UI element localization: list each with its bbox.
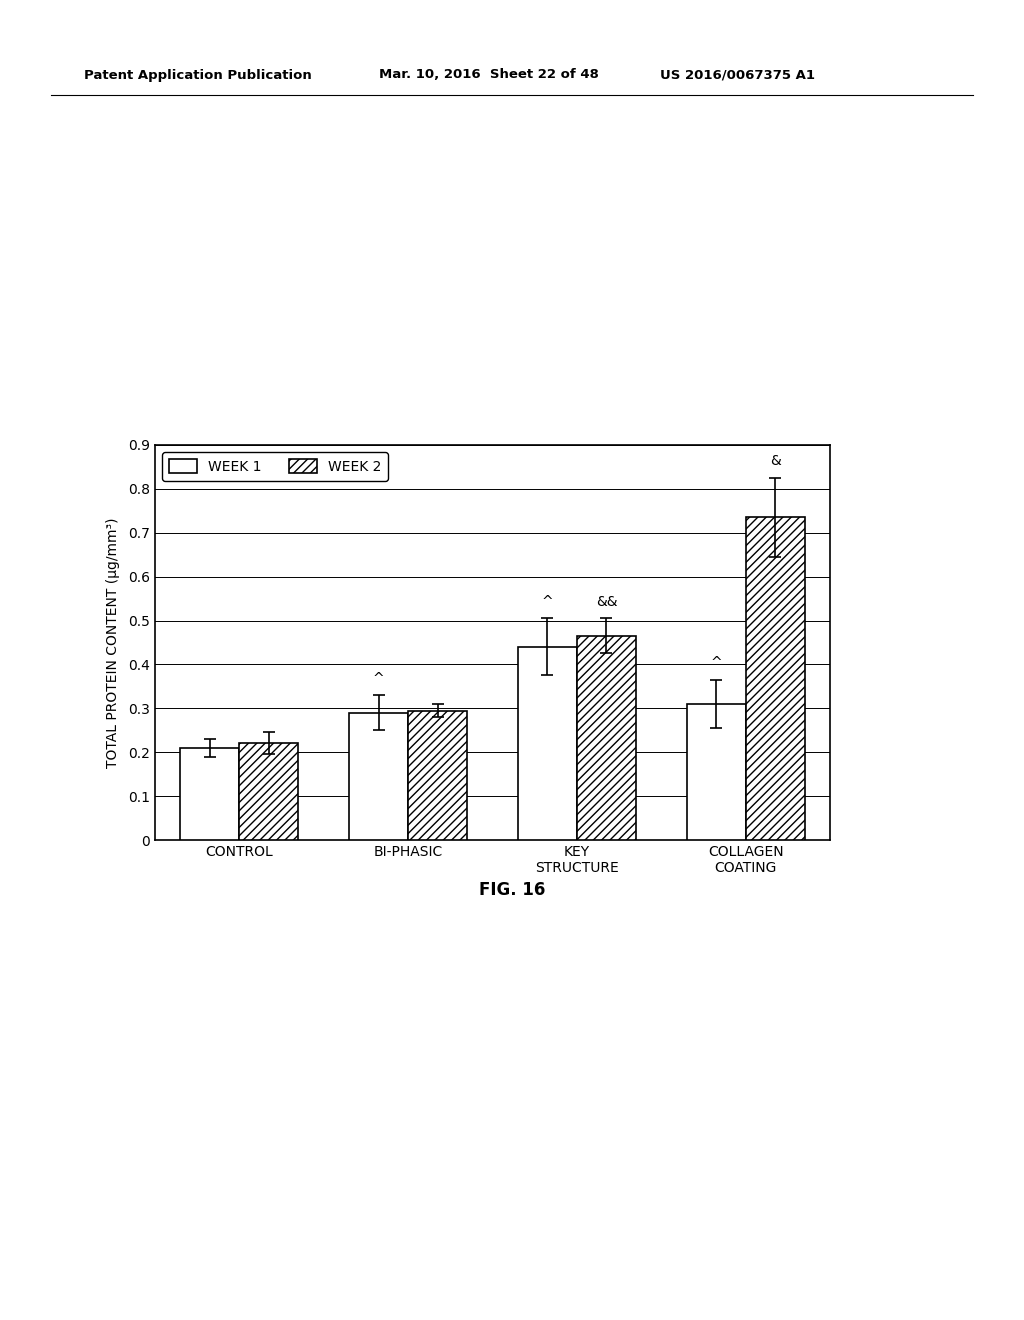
Legend: WEEK 1, WEEK 2: WEEK 1, WEEK 2 <box>162 451 388 480</box>
Text: US 2016/0067375 A1: US 2016/0067375 A1 <box>660 69 815 82</box>
Text: &&: && <box>596 595 617 609</box>
Text: ^: ^ <box>373 672 384 685</box>
Bar <box>240 743 298 840</box>
Bar <box>409 710 467 840</box>
Bar <box>180 748 240 840</box>
Bar <box>745 517 805 840</box>
Text: &: & <box>770 454 780 469</box>
Text: ^: ^ <box>711 656 722 671</box>
Y-axis label: TOTAL PROTEIN CONTENT (μg/mm³): TOTAL PROTEIN CONTENT (μg/mm³) <box>105 517 120 768</box>
Bar <box>577 636 636 840</box>
Bar <box>686 704 745 840</box>
Text: FIG. 16: FIG. 16 <box>479 880 545 899</box>
Bar <box>518 647 577 840</box>
Text: ^: ^ <box>542 595 553 609</box>
Bar <box>349 713 409 840</box>
Text: Mar. 10, 2016  Sheet 22 of 48: Mar. 10, 2016 Sheet 22 of 48 <box>379 69 599 82</box>
Text: Patent Application Publication: Patent Application Publication <box>84 69 311 82</box>
